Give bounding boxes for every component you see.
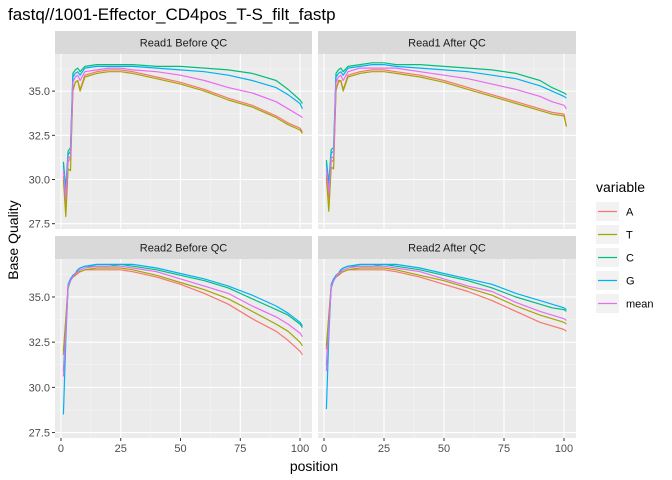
x-axis-title: position — [290, 458, 338, 474]
x-tick-label: 100 — [555, 443, 573, 455]
y-tick-label: 35.0 — [29, 292, 50, 304]
series-line-g — [62, 263, 303, 415]
facet-strip — [318, 31, 576, 54]
series-line-mean — [62, 67, 303, 200]
series-line-g — [325, 263, 567, 410]
x-tick-label: 50 — [438, 443, 450, 455]
facet-strip-label: Read1 After QC — [408, 38, 486, 50]
facet-strip — [318, 236, 576, 259]
y-tick-label: 32.5 — [29, 130, 50, 142]
panel-background — [318, 259, 576, 438]
x-tick-label: 0 — [321, 443, 327, 455]
x-tick-label: 100 — [291, 443, 309, 455]
panel-background — [55, 259, 312, 438]
facet-panel: Read2 After QC 0 25 50 75 100 — [318, 236, 576, 455]
legend-title: variable — [596, 179, 645, 195]
facet-strip-label: Read1 Before QC — [140, 38, 227, 50]
legend-label-g: G — [626, 276, 635, 288]
legend-label-a: A — [626, 207, 634, 219]
series-line-mean — [325, 265, 567, 372]
y-tick-label: 30.0 — [29, 175, 50, 187]
y-tick-label: 27.5 — [29, 219, 50, 231]
facet-panel: Read1 After QC — [318, 31, 576, 229]
y-tick-label: 27.5 — [29, 428, 50, 440]
legend-label-c: C — [626, 253, 634, 265]
facet-strip — [55, 236, 312, 259]
x-tick-label: 50 — [174, 443, 186, 455]
x-tick-label: 75 — [234, 443, 246, 455]
x-tick-label: 75 — [498, 443, 510, 455]
facet-panel: Read1 Before QC 27.5 30.0 32.5 35.0 — [29, 31, 312, 231]
facet-strip-label: Read2 After QC — [408, 243, 486, 255]
chart-title: fastq//1001-Effector_CD4pos_T-S_filt_fas… — [8, 5, 336, 24]
y-axis-title: Base Quality — [5, 200, 21, 279]
y-tick-label: 32.5 — [29, 337, 50, 349]
x-tick-label: 25 — [378, 443, 390, 455]
legend-label-mean: mean — [626, 299, 654, 311]
facet-panels: Read1 Before QC 27.5 30.0 32.5 35.0 Read1 Aft… — [29, 31, 576, 455]
legend-label-t: T — [626, 230, 633, 242]
x-tick-label: 25 — [115, 443, 127, 455]
facet-strip — [55, 31, 312, 54]
series-line-mean — [325, 67, 567, 195]
facet-strip-label: Read2 Before QC — [140, 243, 227, 255]
y-tick-label: 35.0 — [29, 86, 50, 98]
series-line-mean — [62, 265, 303, 377]
facet-panel: Read2 Before QC 27.5 30.0 32.5 35.0 0 25 50 75 10… — [29, 236, 312, 455]
y-tick-label: 30.0 — [29, 382, 50, 394]
x-tick-label: 0 — [58, 443, 64, 455]
